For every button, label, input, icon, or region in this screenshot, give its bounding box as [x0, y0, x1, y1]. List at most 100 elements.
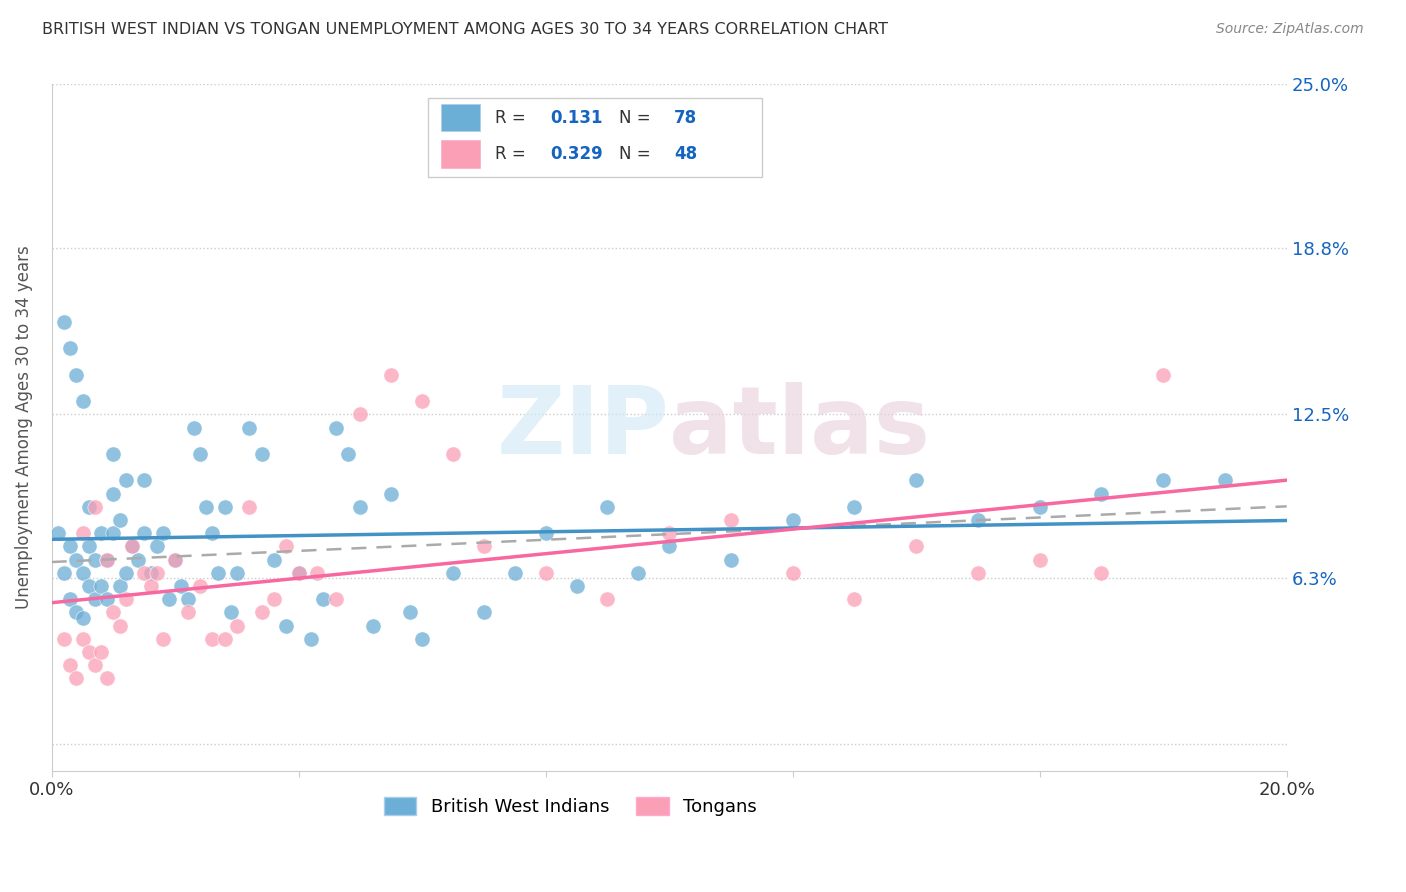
Point — [967, 513, 990, 527]
Point — [596, 592, 619, 607]
Point — [115, 474, 138, 488]
Point — [1152, 474, 1174, 488]
Point — [103, 447, 125, 461]
Point — [337, 447, 360, 461]
Legend: British West Indians, Tongans: British West Indians, Tongans — [377, 790, 765, 823]
Point — [325, 592, 347, 607]
Point — [188, 447, 211, 461]
Point — [53, 315, 76, 329]
Point — [472, 605, 495, 619]
Text: 0.329: 0.329 — [551, 145, 603, 163]
Point — [72, 394, 94, 409]
Point — [134, 526, 156, 541]
Point — [905, 539, 928, 553]
Point — [152, 632, 174, 646]
FancyBboxPatch shape — [429, 98, 762, 178]
Point — [90, 579, 112, 593]
Text: BRITISH WEST INDIAN VS TONGAN UNEMPLOYMENT AMONG AGES 30 TO 34 YEARS CORRELATION: BRITISH WEST INDIAN VS TONGAN UNEMPLOYME… — [42, 22, 889, 37]
Point — [287, 566, 309, 580]
Point — [720, 513, 742, 527]
Point — [84, 500, 107, 514]
Point — [325, 420, 347, 434]
Point — [176, 592, 198, 607]
Point — [195, 500, 218, 514]
Point — [1028, 552, 1050, 566]
Point — [145, 566, 167, 580]
Point — [145, 539, 167, 553]
FancyBboxPatch shape — [440, 140, 481, 168]
Point — [238, 500, 260, 514]
Point — [53, 632, 76, 646]
Point — [103, 526, 125, 541]
Point — [312, 592, 335, 607]
Point — [90, 526, 112, 541]
Point — [96, 552, 118, 566]
Point — [65, 605, 87, 619]
Text: 78: 78 — [673, 109, 697, 127]
Point — [658, 539, 681, 553]
Point — [1090, 566, 1112, 580]
Point — [441, 566, 464, 580]
Point — [170, 579, 193, 593]
Point — [77, 645, 100, 659]
Point — [72, 566, 94, 580]
Point — [134, 474, 156, 488]
Text: N =: N = — [619, 109, 655, 127]
Point — [157, 592, 180, 607]
Point — [782, 513, 804, 527]
Point — [121, 539, 143, 553]
Point — [84, 658, 107, 673]
Point — [250, 447, 273, 461]
Point — [441, 447, 464, 461]
Point — [534, 526, 557, 541]
Point — [96, 671, 118, 685]
Point — [380, 368, 402, 382]
Point — [59, 342, 82, 356]
Point — [96, 592, 118, 607]
Point — [361, 618, 384, 632]
Point — [287, 566, 309, 580]
Point — [72, 610, 94, 624]
Point — [219, 605, 242, 619]
Point — [59, 539, 82, 553]
Point — [214, 500, 236, 514]
Point — [1213, 474, 1236, 488]
Point — [108, 513, 131, 527]
Text: atlas: atlas — [669, 382, 931, 474]
Point — [72, 632, 94, 646]
Point — [134, 566, 156, 580]
Point — [399, 605, 422, 619]
Point — [411, 632, 433, 646]
Point — [188, 579, 211, 593]
Point — [103, 486, 125, 500]
Point — [307, 566, 329, 580]
Text: R =: R = — [495, 109, 531, 127]
Point — [226, 566, 249, 580]
Point — [472, 539, 495, 553]
Point — [90, 645, 112, 659]
Point — [844, 500, 866, 514]
Point — [176, 605, 198, 619]
Point — [226, 618, 249, 632]
Point — [411, 394, 433, 409]
Point — [627, 566, 650, 580]
Point — [250, 605, 273, 619]
Point — [77, 539, 100, 553]
Point — [720, 552, 742, 566]
Point — [349, 500, 371, 514]
Point — [967, 566, 990, 580]
Point — [1028, 500, 1050, 514]
Point — [152, 526, 174, 541]
Point — [1152, 368, 1174, 382]
Text: 48: 48 — [673, 145, 697, 163]
Point — [72, 526, 94, 541]
Point — [84, 552, 107, 566]
Text: Source: ZipAtlas.com: Source: ZipAtlas.com — [1216, 22, 1364, 37]
Point — [207, 566, 229, 580]
Text: 0.131: 0.131 — [551, 109, 603, 127]
Point — [165, 552, 187, 566]
Point — [84, 592, 107, 607]
Point — [276, 539, 298, 553]
Point — [596, 500, 619, 514]
Point — [183, 420, 205, 434]
